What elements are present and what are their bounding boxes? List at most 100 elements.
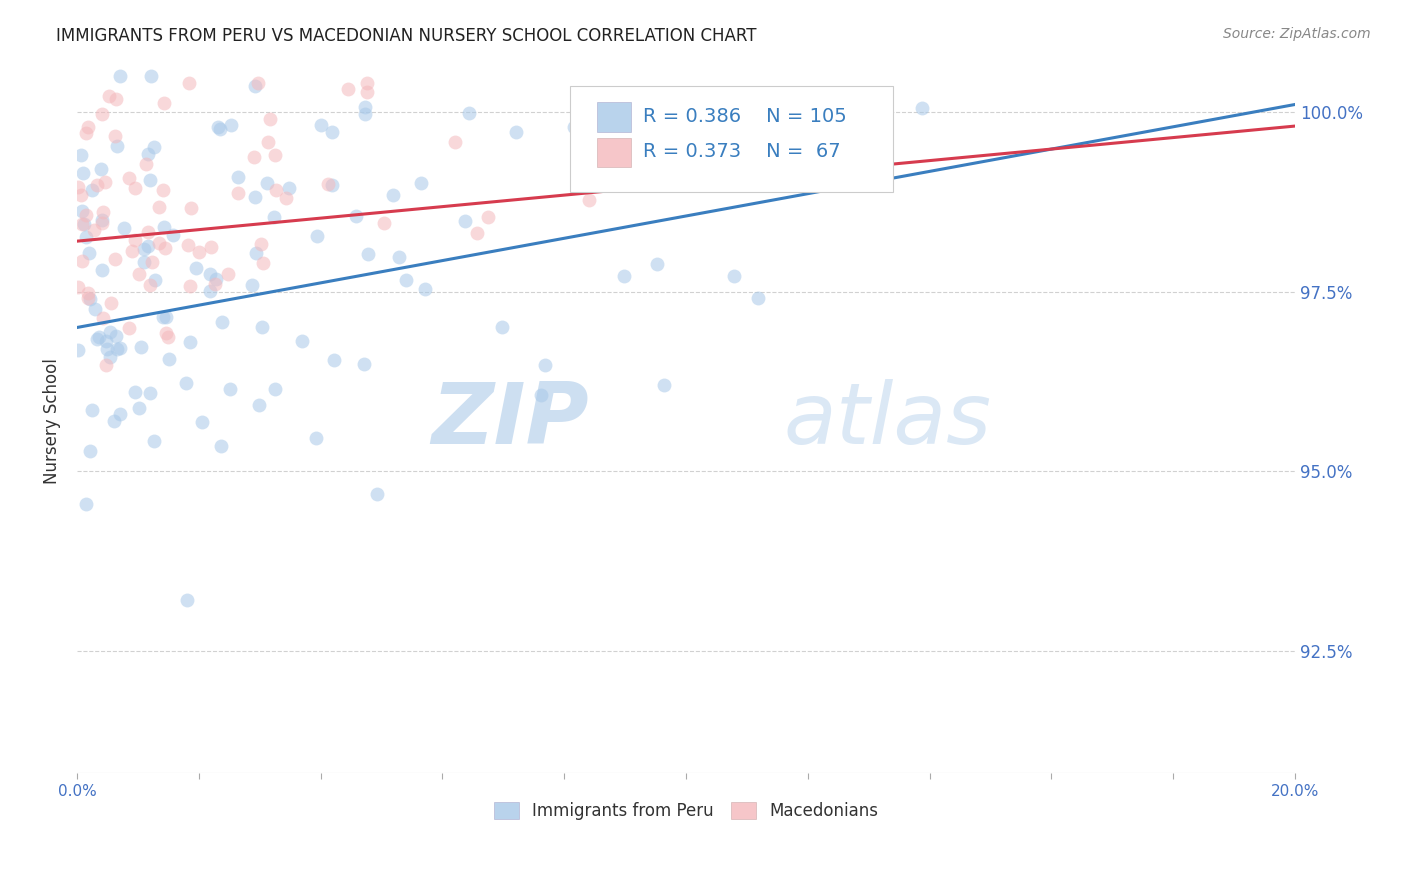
Point [131, 340, 153, 354]
Point [80, 403, 103, 417]
Point [458, 105, 481, 120]
Point [76, 286, 98, 301]
Point [218, 382, 240, 396]
Point [77, 246, 100, 260]
Point [477, 210, 499, 224]
Point [93, 175, 115, 189]
Point [135, 157, 157, 171]
Point [103, 414, 125, 428]
Point [134, 243, 156, 257]
Point [177, 238, 200, 252]
Point [491, 319, 513, 334]
Point [747, 291, 769, 305]
Point [112, 220, 135, 235]
Point [409, 176, 432, 190]
Point [243, 79, 266, 94]
Point [305, 431, 328, 445]
Point [530, 388, 553, 402]
FancyBboxPatch shape [571, 87, 893, 192]
Point [353, 357, 375, 371]
Point [157, 351, 180, 366]
Point [70, 253, 93, 268]
Point [413, 282, 436, 296]
Point [388, 251, 411, 265]
Point [257, 135, 280, 149]
Point [247, 76, 270, 90]
Point [366, 487, 388, 501]
Point [82, 183, 104, 197]
Point [243, 150, 266, 164]
Point [157, 330, 180, 344]
Point [91, 106, 114, 120]
Point [67, 343, 90, 358]
Point [104, 92, 127, 106]
Point [356, 76, 378, 90]
Point [118, 320, 141, 334]
Point [209, 439, 232, 453]
Point [72, 217, 94, 231]
FancyBboxPatch shape [598, 137, 631, 167]
Point [184, 260, 207, 275]
Point [110, 69, 132, 83]
Legend: Immigrants from Peru, Macedonians: Immigrants from Peru, Macedonians [489, 797, 883, 825]
Point [134, 255, 156, 269]
Text: Source: ZipAtlas.com: Source: ZipAtlas.com [1223, 27, 1371, 41]
Point [336, 82, 359, 96]
Point [75, 230, 97, 244]
Point [128, 267, 150, 281]
Point [204, 277, 226, 292]
Point [152, 220, 174, 235]
Point [179, 335, 201, 350]
Point [90, 161, 112, 176]
Point [118, 170, 141, 185]
Point [141, 254, 163, 268]
Point [105, 139, 128, 153]
Point [256, 176, 278, 190]
Point [66, 179, 89, 194]
Point [124, 385, 146, 400]
Point [124, 181, 146, 195]
Point [72, 166, 94, 180]
Point [75, 497, 97, 511]
Point [73, 217, 96, 231]
Point [356, 85, 378, 99]
Point [91, 310, 114, 325]
Point [86, 333, 108, 347]
Point [188, 245, 211, 260]
Point [179, 279, 201, 293]
Point [211, 315, 233, 329]
Point [153, 241, 176, 255]
Point [155, 326, 177, 340]
Point [86, 178, 108, 192]
Point [104, 128, 127, 143]
Point [75, 208, 97, 222]
Point [357, 247, 380, 261]
Point [91, 262, 114, 277]
Point [70, 147, 93, 161]
Point [139, 277, 162, 292]
Point [264, 183, 287, 197]
Point [136, 239, 159, 253]
Text: R = 0.373    N =  67: R = 0.373 N = 67 [644, 142, 841, 161]
Point [354, 100, 377, 114]
Point [395, 273, 418, 287]
Point [89, 330, 111, 344]
Point [145, 272, 167, 286]
Point [534, 359, 557, 373]
Point [91, 216, 114, 230]
Point [136, 147, 159, 161]
Point [353, 107, 375, 121]
Point [155, 310, 177, 324]
Point [252, 256, 274, 270]
Point [110, 407, 132, 421]
Point [453, 213, 475, 227]
Point [66, 279, 89, 293]
Point [250, 320, 273, 334]
Point [83, 223, 105, 237]
Point [136, 225, 159, 239]
Text: ZIP: ZIP [432, 379, 589, 462]
Point [79, 292, 101, 306]
Point [121, 244, 143, 258]
Point [217, 267, 239, 281]
Point [748, 169, 770, 183]
